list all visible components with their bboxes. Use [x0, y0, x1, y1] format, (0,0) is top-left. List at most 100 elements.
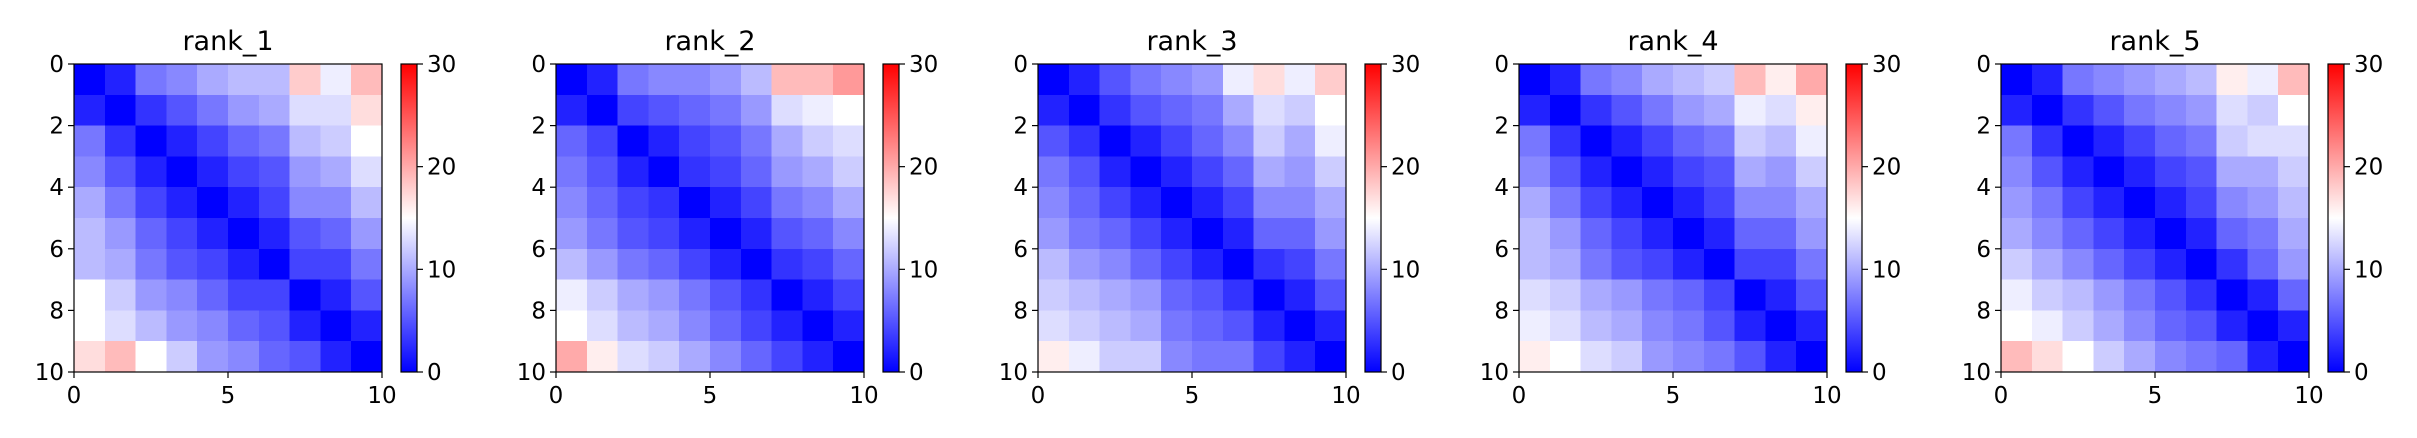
heatmap-cell: [2278, 156, 2310, 188]
heatmap-cell: [617, 218, 649, 250]
heatmap-cell: [351, 341, 383, 373]
heatmap-cell: [802, 156, 834, 188]
heatmap-cell: [197, 248, 229, 281]
heatmap-cell: [1796, 64, 1828, 96]
heatmap-cell: [135, 248, 167, 281]
heatmap-cell: [2031, 248, 2064, 281]
heatmap-cell: [1161, 187, 1193, 219]
heatmap-cell: [2216, 64, 2248, 96]
heatmap-cell: [1161, 248, 1193, 281]
heatmap-cell: [228, 125, 260, 157]
heatmap-cell: [771, 156, 803, 188]
heatmap-cell: [2062, 94, 2094, 127]
heatmap-cell: [135, 156, 167, 188]
heatmap-cell: [1734, 279, 1766, 311]
heatmap-cell: [1580, 248, 1612, 281]
heatmap-cell: [1222, 187, 1255, 219]
heatmap-cell: [1038, 341, 1070, 373]
heatmap-cell: [2031, 94, 2064, 127]
heatmap-cell: [1038, 279, 1070, 311]
heatmap-cell: [1284, 125, 1316, 157]
heatmap-cell: [1192, 218, 1224, 250]
heatmap-cell: [320, 125, 352, 157]
heatmap-cell: [258, 94, 291, 127]
heatmap-cell: [2124, 125, 2156, 157]
heatmap-cell: [1099, 310, 1131, 342]
heatmap-cell: [2278, 341, 2310, 373]
heatmap-cell: [679, 218, 711, 250]
heatmap-cell: [1611, 218, 1643, 250]
heatmap-cell: [1315, 156, 1347, 188]
heatmap-cell: [2278, 279, 2310, 311]
heatmap-cell: [2155, 156, 2187, 188]
heatmap-cell: [1222, 218, 1255, 250]
heatmap-cell: [1192, 279, 1224, 311]
heatmap-cell: [1796, 94, 1828, 127]
heatmap-cell: [1673, 156, 1705, 188]
y-tick-label: 6: [49, 237, 64, 263]
heatmap-cell: [1038, 156, 1070, 188]
heatmap-cell: [351, 187, 383, 219]
colorbar-frame: [882, 63, 900, 373]
heatmap-cell: [556, 248, 588, 281]
heatmap-cell: [802, 341, 834, 373]
heatmap-cell: [74, 64, 106, 96]
heatmap-cell: [771, 279, 803, 311]
heatmap-cell: [2001, 218, 2033, 250]
heatmap-cell: [2278, 187, 2310, 219]
heatmap-cell: [166, 218, 198, 250]
colorbar: [1365, 64, 1381, 372]
heatmap-cell: [648, 310, 680, 342]
heatmap-cell: [1284, 248, 1316, 281]
heatmap-cell: [833, 64, 865, 96]
heatmap-cell: [648, 341, 680, 373]
heatmap-cell: [1284, 94, 1316, 127]
x-tick-label: 5: [1185, 383, 1200, 409]
heatmap-cell: [1192, 248, 1224, 281]
heatmap-cell: [289, 94, 321, 127]
heatmap-cell: [1253, 156, 1285, 188]
heatmap-cell: [1315, 187, 1347, 219]
heatmap-cell: [1161, 156, 1193, 188]
heatmap-cell: [679, 94, 711, 127]
heatmap-cell: [2155, 187, 2187, 219]
heatmap-cell: [679, 64, 711, 96]
heatmap-cell: [2278, 64, 2310, 96]
heatmap-cell: [740, 187, 773, 219]
heatmap-cell: [1519, 248, 1551, 281]
heatmap-cell: [648, 94, 680, 127]
y-tick-label: 10: [999, 360, 1028, 386]
heatmap-cell: [135, 125, 167, 157]
heatmap-cell: [258, 218, 291, 250]
heatmap-cell: [1580, 218, 1612, 250]
heatmap-cell: [2124, 94, 2156, 127]
heatmap-cell: [1642, 125, 1674, 157]
heatmap-cell: [1765, 341, 1797, 373]
heatmap-cell: [710, 64, 742, 96]
y-tick-label: 8: [1013, 298, 1028, 324]
heatmap-cell: [1673, 248, 1705, 281]
heatmap-cell: [1734, 248, 1766, 281]
x-tick-label: 0: [67, 383, 82, 409]
heatmap-cell: [2124, 341, 2156, 373]
heatmap-cell: [197, 125, 229, 157]
heatmap-cell: [1519, 94, 1551, 127]
y-tick-label: 8: [1494, 298, 1509, 324]
heatmap-cell: [1068, 187, 1101, 219]
heatmap-cell: [320, 341, 352, 373]
heatmap-cell: [228, 156, 260, 188]
heatmap-cell: [1611, 310, 1643, 342]
heatmap-cell: [1673, 279, 1705, 311]
heatmap-cell: [2185, 156, 2218, 188]
x-tick-label: 5: [2148, 383, 2163, 409]
heatmap-cell: [1161, 94, 1193, 127]
heatmap-cell: [586, 156, 619, 188]
heatmap-cell: [617, 279, 649, 311]
heatmap-cell: [2093, 341, 2125, 373]
heatmap-cell: [648, 64, 680, 96]
heatmap-cell: [1068, 94, 1101, 127]
heatmap-cell: [648, 187, 680, 219]
heatmap-cell: [1673, 94, 1705, 127]
